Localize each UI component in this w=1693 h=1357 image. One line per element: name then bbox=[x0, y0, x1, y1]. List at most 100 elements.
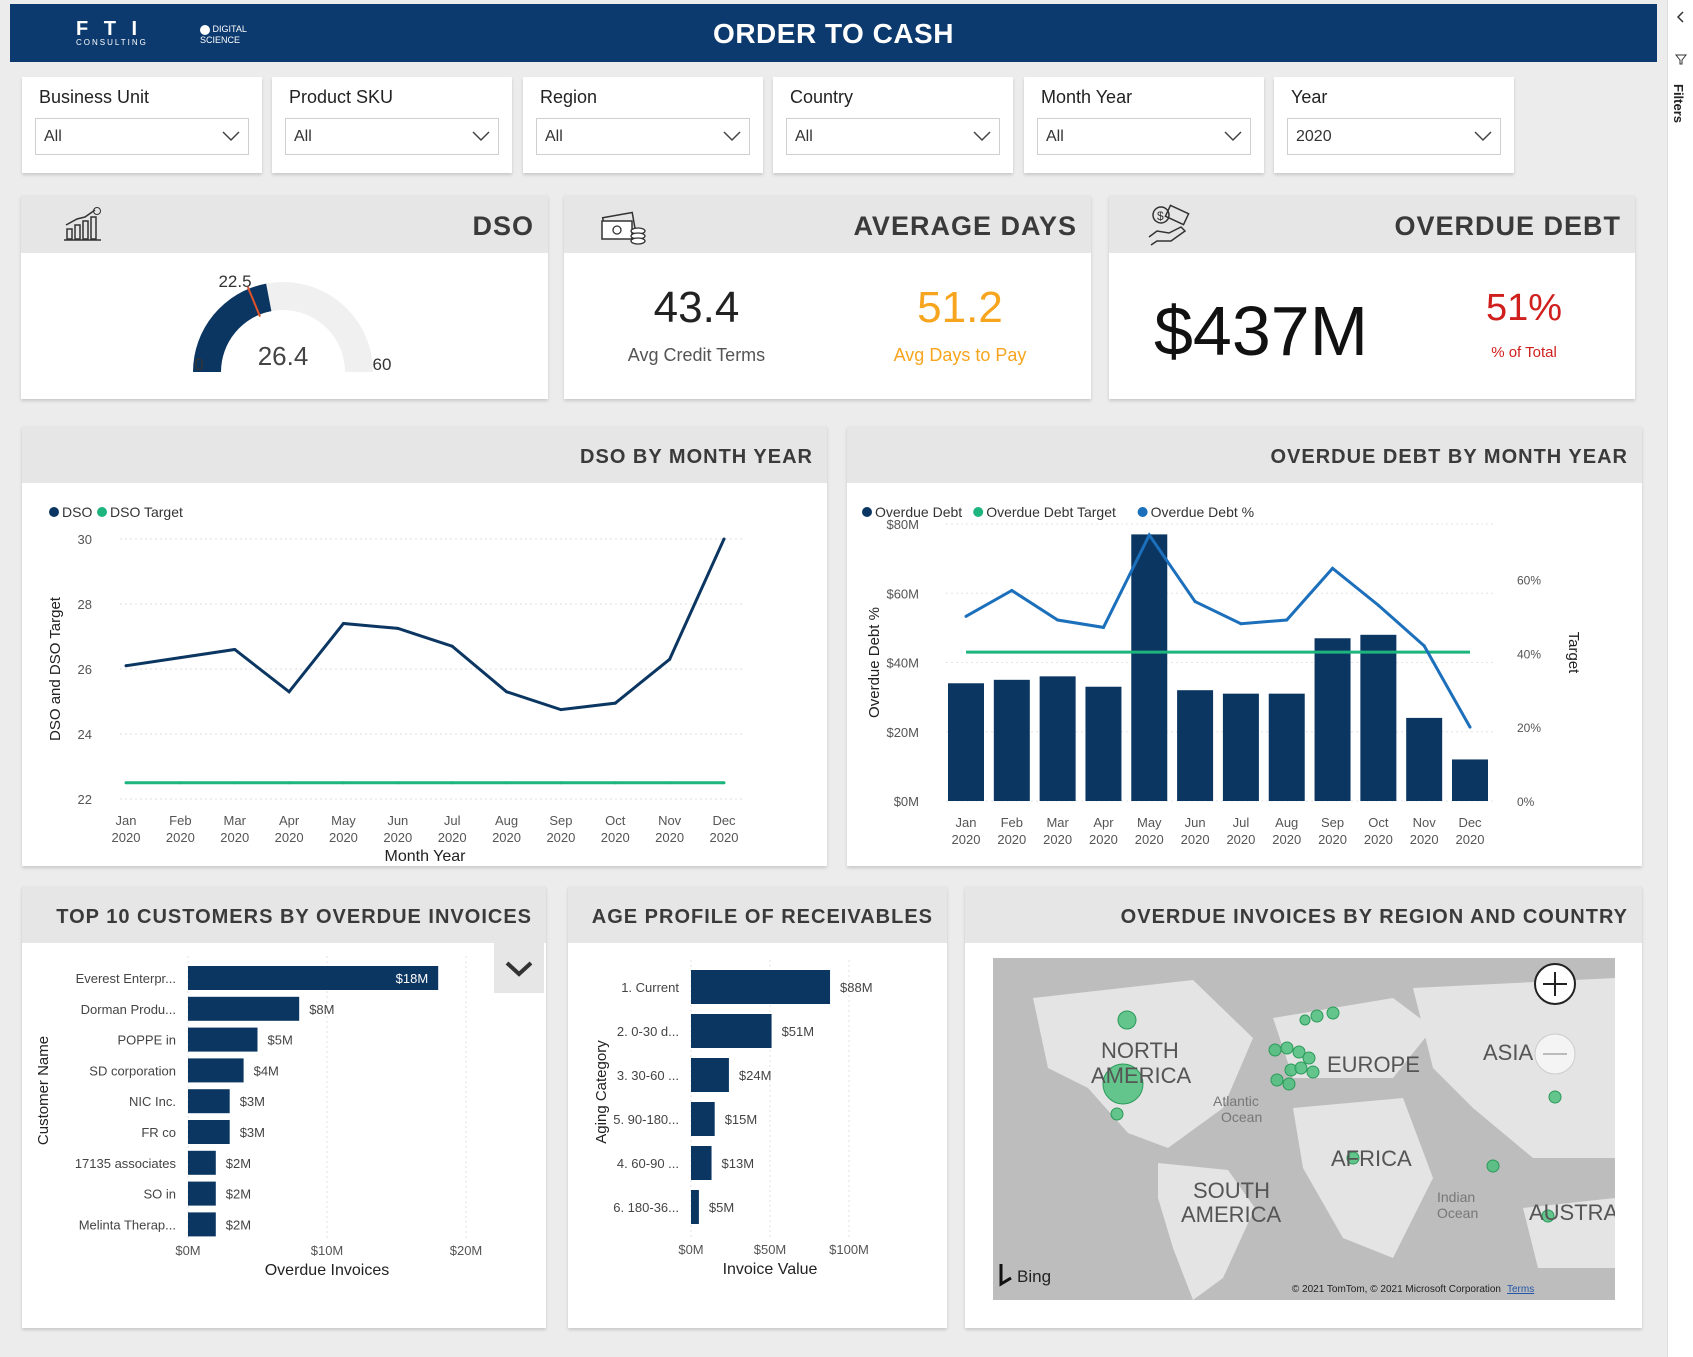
bar bbox=[188, 1027, 258, 1052]
slicer-dropdown[interactable]: All bbox=[536, 118, 750, 155]
bar bbox=[691, 1146, 712, 1180]
data-label: $15M bbox=[725, 1112, 758, 1127]
slicer-year: Year 2020 bbox=[1274, 77, 1514, 173]
category-label: 1. Current bbox=[621, 980, 679, 995]
slicer-dropdown[interactable]: All bbox=[1037, 118, 1251, 155]
map-label-australia: AUSTRA bbox=[1529, 1200, 1615, 1225]
overdue-debt-bar bbox=[1360, 634, 1397, 801]
bar bbox=[691, 1190, 699, 1224]
overdue-by-month-panel: OVERDUE DEBT BY MONTH YEAR Overdue Debt O… bbox=[847, 426, 1642, 866]
dso-point bbox=[613, 701, 617, 705]
map-point[interactable] bbox=[1541, 1209, 1555, 1223]
chevron-down-icon[interactable] bbox=[472, 130, 490, 142]
map-point[interactable] bbox=[1270, 1073, 1284, 1087]
slicer-product-sku: Product SKU All bbox=[272, 77, 512, 173]
drill-down-button[interactable] bbox=[494, 943, 544, 993]
category-label: Everest Enterpr... bbox=[76, 971, 176, 986]
x-tick-month: Jan bbox=[116, 813, 137, 828]
map-point[interactable] bbox=[1280, 1041, 1294, 1055]
x-tick-year: 2020 bbox=[710, 830, 739, 845]
category-label: SO in bbox=[143, 1187, 176, 1202]
digital-science-logo: DIGITAL SCIENCE bbox=[200, 24, 247, 45]
dso-card: DSO 26.4 0 60 22.5 bbox=[21, 195, 548, 399]
plus-icon[interactable] bbox=[1543, 972, 1567, 996]
bar bbox=[188, 1058, 244, 1083]
slicer-dropdown[interactable]: 2020 bbox=[1287, 118, 1501, 155]
x-tick-month: Oct bbox=[605, 813, 626, 828]
map-point[interactable] bbox=[1117, 1010, 1137, 1030]
data-label: $4M bbox=[254, 1063, 279, 1078]
map-point[interactable] bbox=[1310, 1009, 1324, 1023]
slicer-region: Region All bbox=[523, 77, 763, 173]
x-tick-month: Mar bbox=[224, 813, 247, 828]
gauge-target-label: 22.5 bbox=[218, 272, 251, 291]
category-label: 5. 90-180... bbox=[613, 1112, 679, 1127]
money-coins-icon bbox=[601, 211, 646, 245]
bar bbox=[691, 1058, 729, 1092]
map-point[interactable] bbox=[1326, 1006, 1340, 1020]
gauge-min-label: 0 bbox=[194, 355, 203, 374]
y-tick-label: 22 bbox=[78, 792, 92, 807]
x-tick-month: Oct bbox=[1368, 815, 1389, 830]
slicer-business-unit: Business Unit All bbox=[22, 77, 262, 173]
bing-map[interactable]: NORTH AMERICA EUROPE ASIA AFRICA SOUTH A… bbox=[993, 958, 1615, 1300]
map-point-large[interactable] bbox=[1102, 1063, 1144, 1105]
map-terms-link[interactable]: Terms bbox=[1507, 1284, 1534, 1295]
map-point[interactable] bbox=[1268, 1043, 1282, 1057]
x-tick-month: May bbox=[331, 813, 356, 828]
legend-dso-marker bbox=[49, 507, 59, 517]
collapse-chevron-icon[interactable] bbox=[1674, 10, 1688, 24]
x-tick-month: Nov bbox=[1413, 815, 1437, 830]
map-point[interactable] bbox=[1302, 1051, 1316, 1065]
category-label: Dorman Produ... bbox=[81, 1002, 176, 1017]
legend-dso-label: DSO bbox=[62, 504, 92, 520]
filters-label[interactable]: Filters bbox=[1671, 84, 1686, 124]
map-point[interactable] bbox=[1299, 1014, 1311, 1026]
data-label: $51M bbox=[782, 1024, 815, 1039]
map-point[interactable] bbox=[1292, 1045, 1306, 1059]
x-tick-year: 2020 bbox=[546, 830, 575, 845]
category-label: 6. 180-36... bbox=[613, 1200, 679, 1215]
map-point[interactable] bbox=[1110, 1107, 1124, 1121]
x-tick-year: 2020 bbox=[1226, 832, 1255, 847]
bar bbox=[188, 1089, 230, 1114]
x-tick-label: $50M bbox=[754, 1242, 787, 1257]
overdue-pct-point bbox=[1147, 533, 1151, 537]
chevron-down-icon[interactable] bbox=[222, 130, 240, 142]
map-point[interactable] bbox=[1306, 1065, 1320, 1079]
dso-card-title: DSO bbox=[472, 211, 534, 241]
world-map[interactable]: NORTH AMERICA EUROPE ASIA AFRICA SOUTH A… bbox=[993, 958, 1615, 1300]
map-point[interactable] bbox=[1548, 1090, 1562, 1104]
slicer-dropdown[interactable]: All bbox=[285, 118, 499, 155]
gauge-max-label: 60 bbox=[373, 355, 392, 374]
filters-pane[interactable]: Filters bbox=[1667, 0, 1693, 1357]
dso-target-point bbox=[233, 781, 237, 785]
chevron-down-icon[interactable] bbox=[504, 959, 534, 979]
chevron-down-icon[interactable] bbox=[723, 130, 741, 142]
legend-marker bbox=[1137, 507, 1148, 517]
x-tick-month: Aug bbox=[1275, 815, 1298, 830]
chevron-down-icon[interactable] bbox=[1474, 130, 1492, 142]
fti-logo: F T I CONSULTING bbox=[76, 18, 148, 47]
overdue-pct-point bbox=[1193, 600, 1197, 604]
map-point[interactable] bbox=[1282, 1077, 1296, 1091]
chevron-down-icon[interactable] bbox=[973, 130, 991, 142]
map-point[interactable] bbox=[1294, 1061, 1308, 1075]
map-label-north: NORTH bbox=[1101, 1038, 1179, 1063]
slicer-value: All bbox=[795, 128, 813, 145]
slicer-dropdown[interactable]: All bbox=[786, 118, 1000, 155]
map-point[interactable] bbox=[1346, 1151, 1360, 1165]
overdue-debt-amount: $437M bbox=[1154, 292, 1369, 370]
dso-target-point bbox=[396, 781, 400, 785]
gauge-value-arc bbox=[193, 283, 272, 372]
slicer-label: Business Unit bbox=[39, 87, 150, 107]
map-header: OVERDUE INVOICES BY REGION AND COUNTRY bbox=[965, 886, 1642, 943]
x-tick-month: Jun bbox=[387, 813, 408, 828]
slicer-value: All bbox=[1046, 128, 1064, 145]
map-point[interactable] bbox=[1486, 1159, 1500, 1173]
data-label: $3M bbox=[240, 1094, 265, 1109]
overdue-debt-header: $ OVERDUE DEBT bbox=[1109, 195, 1635, 253]
chevron-down-icon[interactable] bbox=[1224, 130, 1242, 142]
overdue-debt-bar bbox=[1406, 717, 1443, 801]
slicer-dropdown[interactable]: All bbox=[35, 118, 249, 155]
